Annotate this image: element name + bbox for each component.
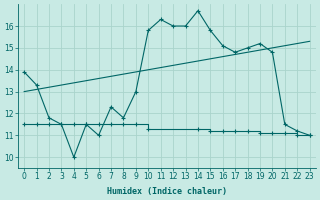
X-axis label: Humidex (Indice chaleur): Humidex (Indice chaleur): [107, 187, 227, 196]
